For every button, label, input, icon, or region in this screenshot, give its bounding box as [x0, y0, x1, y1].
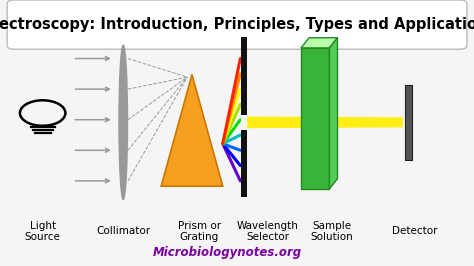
Polygon shape [161, 74, 223, 186]
Text: Detector: Detector [392, 226, 438, 236]
Text: Spectroscopy: Introduction, Principles, Types and Applications: Spectroscopy: Introduction, Principles, … [0, 17, 474, 32]
Bar [241, 115, 247, 130]
Polygon shape [301, 38, 337, 48]
Text: Light
Source: Light Source [25, 221, 61, 242]
Polygon shape [329, 38, 337, 189]
Ellipse shape [119, 45, 128, 200]
FancyBboxPatch shape [7, 0, 467, 49]
Text: Prism or
Grating: Prism or Grating [178, 221, 220, 242]
Bar [241, 37, 247, 197]
Polygon shape [247, 117, 403, 128]
Bar [301, 48, 329, 189]
Text: Sample
Solution: Sample Solution [310, 221, 353, 242]
Text: Wavelength
Selector: Wavelength Selector [237, 221, 299, 242]
Text: Microbiologynotes.org: Microbiologynotes.org [153, 246, 302, 259]
Bar [405, 85, 412, 160]
Text: Collimator: Collimator [96, 226, 150, 236]
